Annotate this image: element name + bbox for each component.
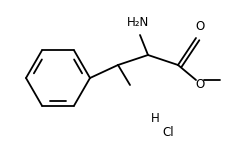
Text: O: O <box>195 78 205 91</box>
Text: H: H <box>151 111 159 124</box>
Text: O: O <box>195 20 205 33</box>
Text: H₂N: H₂N <box>127 16 149 29</box>
Text: Cl: Cl <box>162 126 174 139</box>
